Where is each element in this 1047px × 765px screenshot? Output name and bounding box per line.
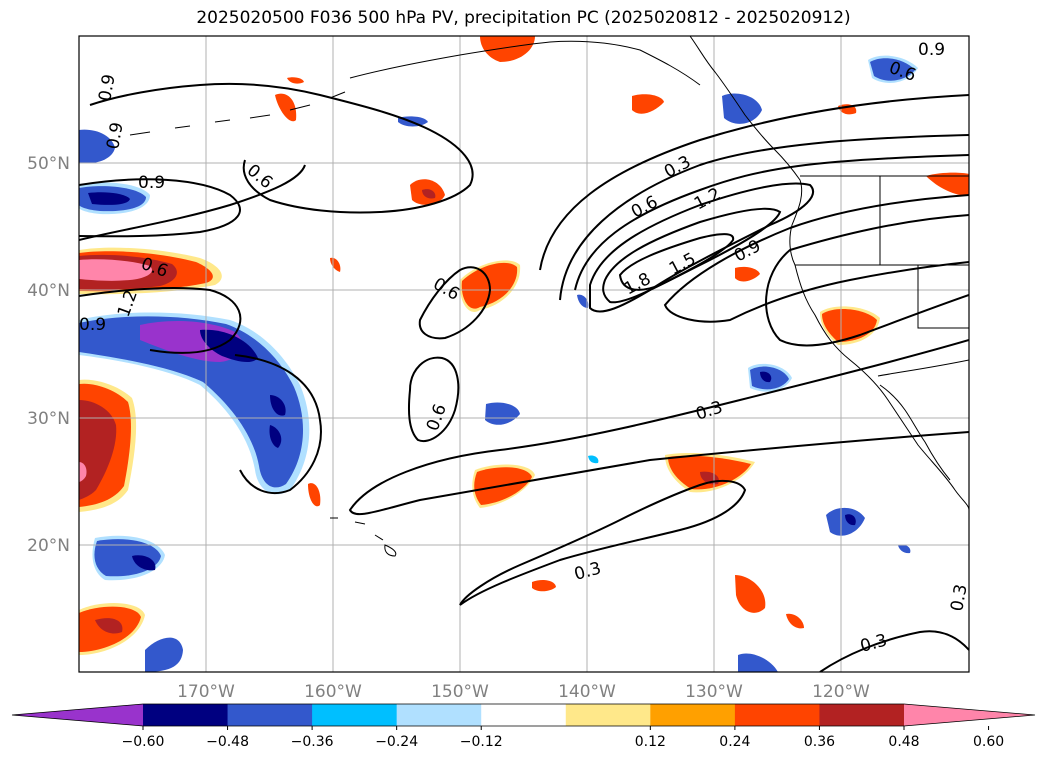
- precip-negative-patch: [577, 294, 589, 308]
- precip-negative-patch: [79, 129, 115, 164]
- precip-negative-patch: [132, 555, 156, 571]
- pv-contour-1.2: [589, 182, 815, 313]
- precip-negative-patch: [270, 395, 286, 416]
- precip-negative-patch: [826, 507, 865, 536]
- x-tick-label: 120°W: [812, 682, 870, 702]
- colorbar-segment: [312, 704, 398, 726]
- precip-positive-patch: [786, 613, 804, 629]
- colorbar-segment: [143, 704, 229, 726]
- precip-positive-patch: [308, 483, 321, 507]
- pv-contour-0.3-south: [459, 479, 747, 606]
- colorbar-tick-label: −0.12: [460, 734, 503, 750]
- colorbar-tick-label: 0.60: [973, 734, 1004, 750]
- x-tick-label: 140°W: [558, 682, 616, 702]
- precip-positive-patch: [79, 400, 117, 500]
- precip-positive-patch: [480, 36, 535, 62]
- y-tick-label: 40°N: [27, 281, 70, 301]
- contour-label: 0.9: [918, 40, 945, 60]
- map-title: 2025020500 F036 500 hPa PV, precipitatio…: [196, 8, 851, 28]
- precip-negative-patch: [722, 93, 762, 124]
- colorbar-segment: [650, 704, 736, 726]
- colorbar-tick-label: −0.60: [122, 734, 165, 750]
- contour-label: 0.9: [138, 173, 165, 193]
- colorbar-segment: [565, 704, 651, 726]
- colorbar-tick-label: −0.36: [291, 734, 334, 750]
- precip-negative-patch: [200, 329, 258, 363]
- colorbar-tick-label: 0.48: [888, 734, 919, 750]
- precip-negative-patch: [88, 192, 130, 205]
- pv-contour-0.6: [559, 134, 969, 347]
- pv-contour-0.6-oval: [408, 356, 460, 443]
- precip-negative-patch: [588, 455, 599, 464]
- pv-contour-0.6-north: [89, 82, 474, 214]
- colorbar: −0.60 −0.48 −0.36 −0.24 −0.12 0.12 0.24 0.36 0.4…: [11, 703, 1036, 750]
- x-tick-label: 130°W: [685, 682, 743, 702]
- contour-label: 0.9: [95, 73, 119, 103]
- colorbar-segment: [396, 704, 482, 726]
- precip-negative-patch: [870, 58, 915, 81]
- pv-contour-0.9-north: [79, 164, 306, 241]
- baja-coast: [879, 384, 951, 481]
- precip-negative-patch: [760, 371, 772, 383]
- precip-positive-patch: [532, 579, 556, 592]
- colorbar-extend-max: [904, 704, 1035, 726]
- precip-positive-patch: [95, 618, 123, 634]
- colorbar-segment: [481, 704, 567, 726]
- precip-negative-patch: [145, 637, 183, 672]
- alaska-coast: [349, 40, 701, 86]
- x-tick-label: 170°W: [177, 682, 235, 702]
- y-tick-label: 30°N: [27, 409, 70, 429]
- precip-positive-patch: [632, 94, 664, 114]
- x-tick-label: 160°W: [304, 682, 362, 702]
- pv-contour-0.3: [348, 94, 969, 516]
- precip-positive-patch: [79, 462, 87, 482]
- colorbar-segment: [819, 704, 905, 726]
- precip-positive-patch: [422, 189, 436, 199]
- colorbar-segment: [734, 704, 820, 726]
- map-frame: [78, 35, 970, 673]
- precip-negative-patch: [845, 514, 856, 526]
- precip-positive-patch: [275, 93, 297, 122]
- colorbar-tick-label: 0.12: [635, 734, 666, 750]
- pv-contours: [79, 82, 969, 672]
- y-tick-label: 50°N: [27, 154, 70, 174]
- precip-negative-patch: [738, 653, 778, 672]
- pv-contour-0.3-southeast: [819, 630, 969, 672]
- pv-contour-0.6-west: [79, 178, 322, 495]
- contour-label: 0.9: [103, 121, 127, 151]
- contour-label: 0.3: [947, 583, 971, 613]
- us-state-border: [917, 265, 969, 329]
- precip-positive-patch: [79, 259, 152, 281]
- precip-positive-patch: [287, 77, 304, 84]
- precip-negative-patch: [898, 544, 911, 554]
- colorbar-tick-label: −0.24: [375, 734, 418, 750]
- pv-contour-0.9: [574, 154, 969, 323]
- colorbar-segment: [227, 704, 313, 726]
- colorbar-tick-label: 0.24: [719, 734, 750, 750]
- pv-contour-0.6-central: [418, 266, 492, 340]
- y-tick-label: 20°N: [27, 536, 70, 556]
- precip-negative-patch: [269, 425, 282, 448]
- colorbar-extend-min: [12, 704, 143, 726]
- x-axis-ticks: 170°W 160°W 150°W 140°W 130°W 120°W: [177, 682, 870, 702]
- precip-positive-patch: [735, 575, 766, 613]
- colorbar-tick-label: 0.36: [804, 734, 835, 750]
- x-tick-label: 150°W: [431, 682, 489, 702]
- us-mexico-border: [877, 359, 969, 377]
- contour-label: 0.9: [79, 315, 106, 335]
- hawaii-islands: [330, 517, 397, 557]
- aleutian-islands: [129, 91, 346, 136]
- colorbar-tick-label: −0.48: [206, 734, 249, 750]
- pv-contour-1.8: [618, 233, 735, 291]
- map-plot-area: 0.9 0.9 0.9 0.9 0.6 0.6 0.6 0.6 0.6 1.2 …: [79, 36, 971, 672]
- precip-positive-patch: [926, 172, 969, 196]
- precip-negative-patch: [485, 402, 520, 425]
- precip-positive-patch: [735, 266, 760, 282]
- y-axis-ticks: 20°N 30°N 40°N 50°N: [27, 154, 70, 556]
